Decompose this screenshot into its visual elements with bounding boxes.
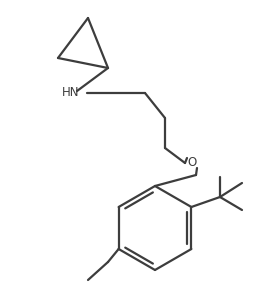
Text: O: O [187,157,197,169]
Text: HN: HN [62,86,80,99]
